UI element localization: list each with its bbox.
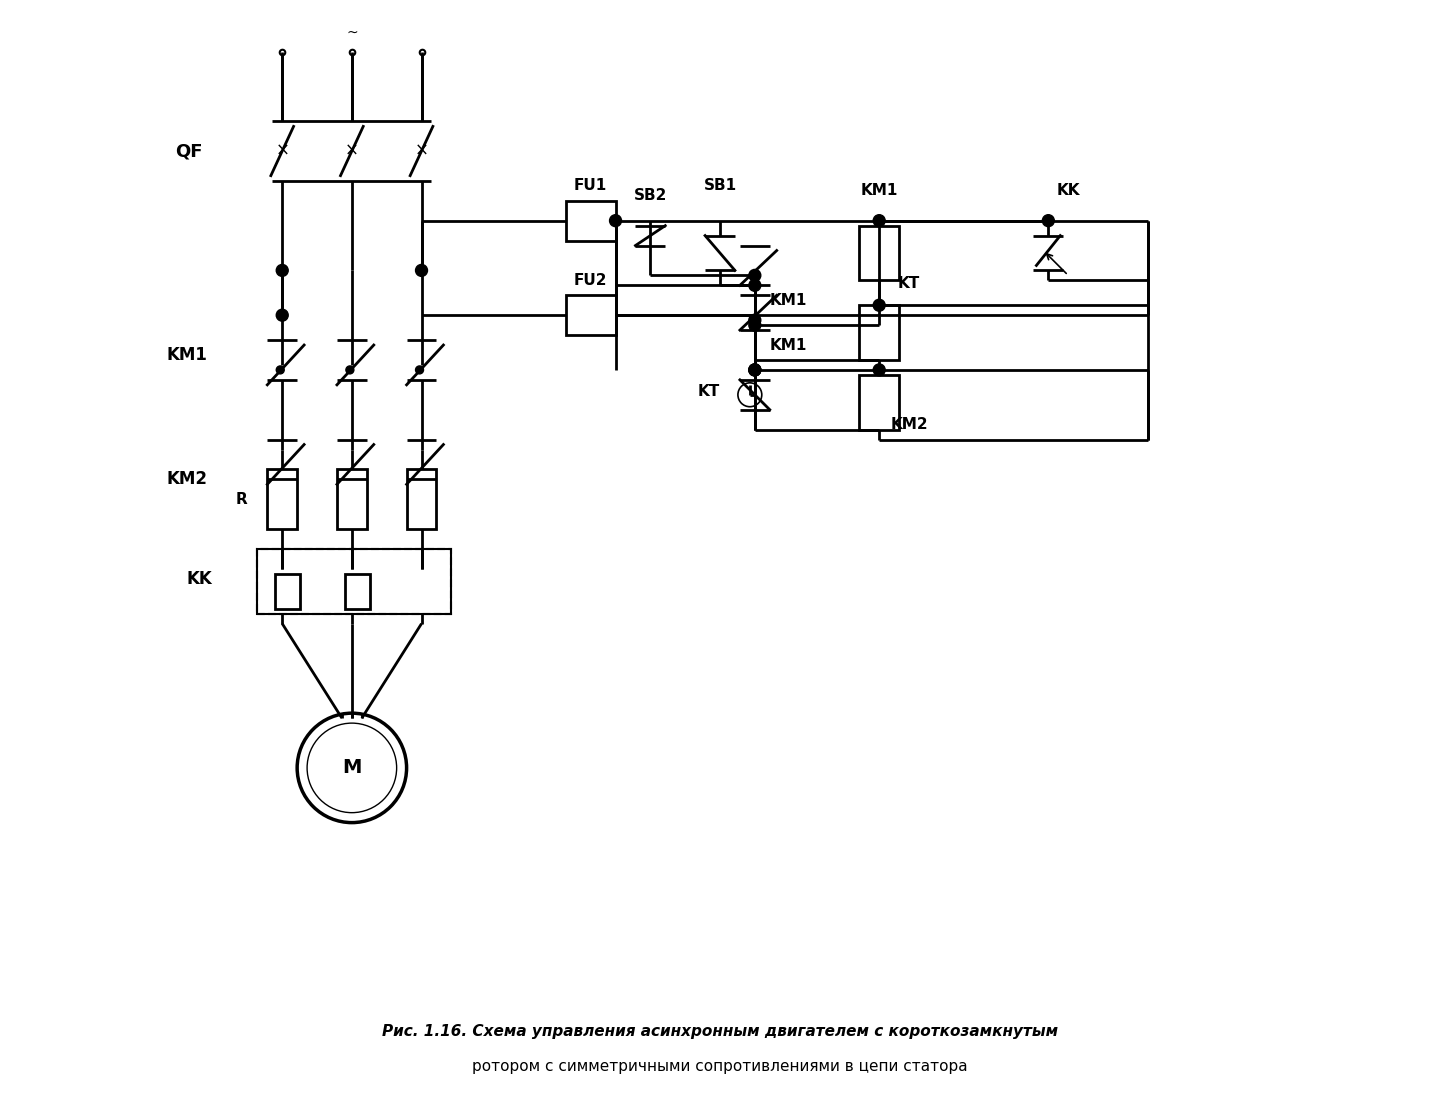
Circle shape bbox=[346, 366, 354, 374]
Text: KK: KK bbox=[1057, 184, 1080, 198]
Bar bbox=[860, 225, 899, 280]
Text: KM1: KM1 bbox=[167, 346, 207, 364]
Circle shape bbox=[873, 299, 886, 311]
Circle shape bbox=[416, 563, 428, 575]
Circle shape bbox=[276, 265, 288, 276]
Circle shape bbox=[749, 364, 760, 376]
Text: ×: × bbox=[275, 142, 289, 160]
Circle shape bbox=[609, 214, 622, 226]
Text: KT: KT bbox=[899, 276, 920, 291]
Text: KM1: KM1 bbox=[770, 337, 808, 353]
Text: SB1: SB1 bbox=[703, 178, 737, 193]
Circle shape bbox=[416, 265, 428, 276]
Text: KM2: KM2 bbox=[890, 418, 927, 432]
Bar bbox=[346, 574, 370, 609]
Text: FU2: FU2 bbox=[575, 273, 608, 288]
Text: ротором с симметричными сопротивлениями в цепи статора: ротором с симметричными сопротивлениями … bbox=[472, 1058, 968, 1074]
Bar bbox=[258, 550, 451, 613]
Text: KT: KT bbox=[698, 385, 720, 399]
Text: ×: × bbox=[346, 142, 359, 160]
Text: ~: ~ bbox=[346, 25, 357, 40]
Text: M: M bbox=[343, 758, 361, 777]
Bar bbox=[566, 296, 615, 335]
Circle shape bbox=[873, 364, 886, 376]
Text: KM2: KM2 bbox=[167, 470, 207, 488]
Bar bbox=[268, 469, 297, 529]
Circle shape bbox=[873, 214, 886, 226]
Bar bbox=[406, 469, 436, 529]
Circle shape bbox=[749, 319, 760, 331]
Text: Рис. 1.16. Схема управления асинхронным двигателем с короткозамкнутым: Рис. 1.16. Схема управления асинхронным … bbox=[382, 1024, 1058, 1039]
Circle shape bbox=[416, 366, 423, 374]
Circle shape bbox=[749, 364, 760, 376]
Circle shape bbox=[346, 563, 359, 575]
Text: ×: × bbox=[415, 142, 429, 160]
Bar bbox=[258, 550, 451, 613]
Circle shape bbox=[749, 269, 760, 281]
Text: KM1: KM1 bbox=[861, 184, 899, 198]
Circle shape bbox=[749, 314, 760, 326]
Circle shape bbox=[297, 713, 406, 823]
Text: R: R bbox=[236, 491, 248, 507]
Circle shape bbox=[276, 309, 288, 321]
Bar bbox=[275, 574, 300, 609]
Bar bbox=[337, 469, 367, 529]
Bar bbox=[860, 375, 899, 430]
Circle shape bbox=[276, 366, 284, 374]
Bar bbox=[566, 201, 615, 241]
Text: FU1: FU1 bbox=[575, 178, 608, 193]
Text: KM1: KM1 bbox=[770, 292, 808, 308]
Circle shape bbox=[749, 279, 760, 291]
Text: QF: QF bbox=[176, 142, 203, 160]
Bar bbox=[860, 306, 899, 360]
Circle shape bbox=[749, 364, 760, 376]
Text: SB2: SB2 bbox=[634, 188, 667, 203]
Circle shape bbox=[1043, 214, 1054, 226]
Text: KK: KK bbox=[187, 570, 213, 588]
